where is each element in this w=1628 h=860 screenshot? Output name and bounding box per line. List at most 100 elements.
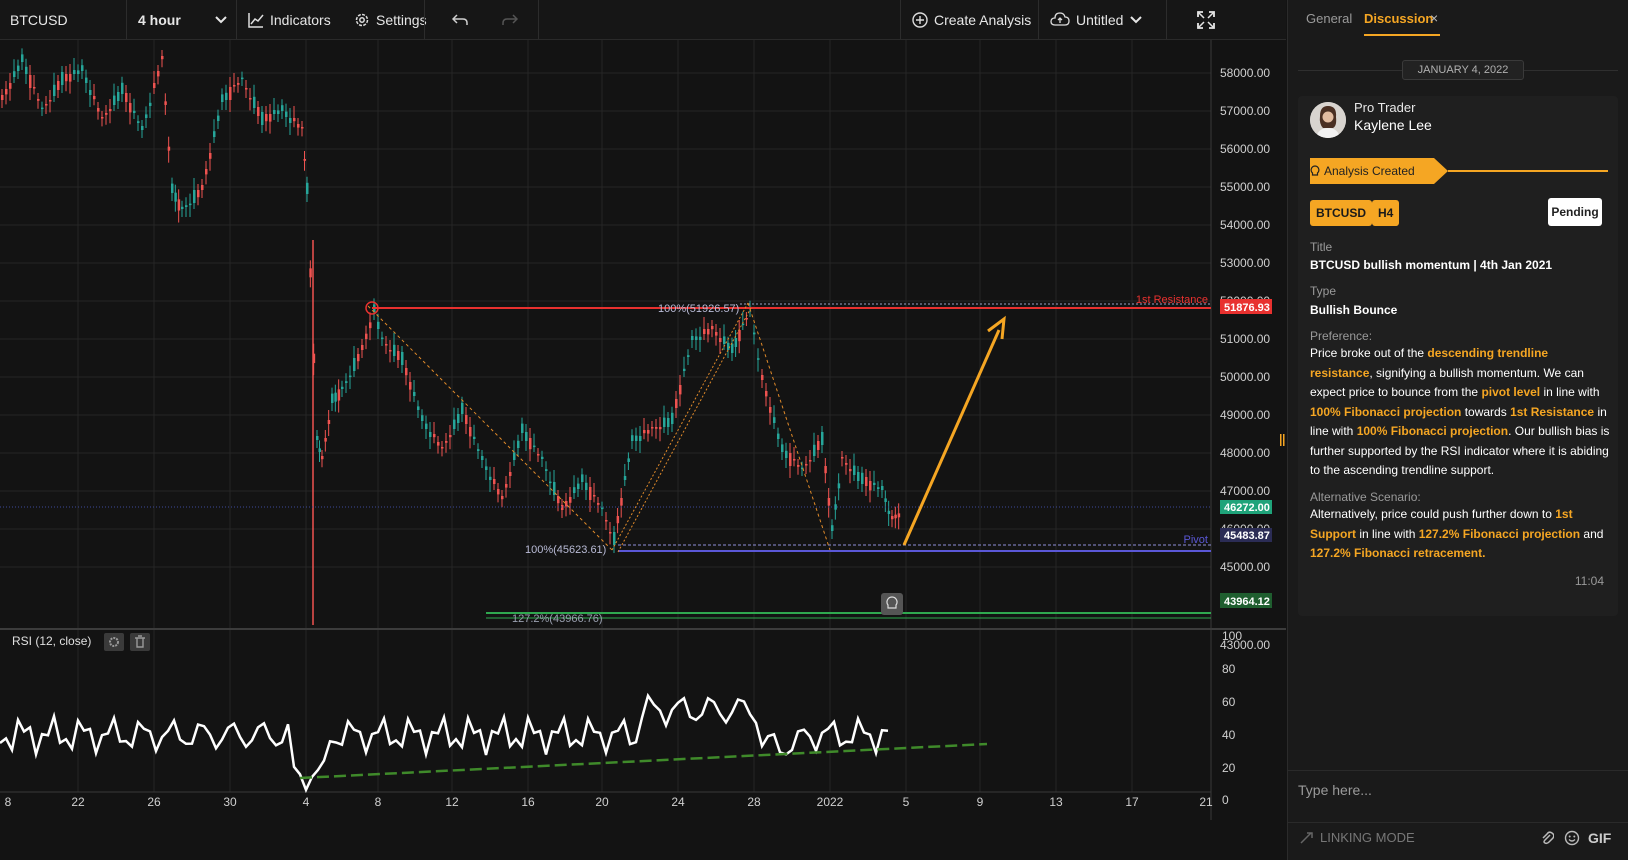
candle-body	[293, 118, 296, 122]
candle-body	[393, 344, 396, 356]
lightbulb-marker[interactable]	[881, 593, 903, 615]
candle-body	[361, 345, 364, 350]
redo-icon[interactable]	[502, 0, 518, 39]
settings-button[interactable]: Settings	[354, 0, 427, 39]
rsi-trendline[interactable]	[299, 742, 988, 780]
layout-selector[interactable]: Untitled	[1050, 0, 1143, 39]
candle-body	[887, 510, 891, 514]
candle-body	[873, 482, 876, 485]
time-axis[interactable]: 8 22 26 30 4 8 12 16 20 24 28 2022 5 9 13 17 21	[5, 795, 1213, 809]
price-axis[interactable]: 58000.00 57000.00 56000.00 55000.00 54000.00…	[1220, 66, 1270, 652]
time-axis-label: 24	[671, 795, 685, 809]
candle-body	[221, 94, 224, 102]
symbol-selector[interactable]: BTCUSD	[10, 0, 68, 39]
date-badge: JANUARY 4, 2022	[1402, 60, 1524, 80]
candle-body	[45, 104, 48, 106]
candle-body	[253, 96, 256, 108]
undo-icon[interactable]	[452, 0, 468, 39]
toolbar-divider	[900, 0, 901, 39]
candle-body	[217, 115, 220, 121]
tab-discussion[interactable]: Discussion	[1364, 11, 1434, 26]
candle-body	[824, 466, 827, 474]
fib-projection-leg1[interactable]	[611, 302, 749, 551]
candle-body	[225, 92, 228, 100]
candle-body	[769, 407, 772, 413]
message-time: 11:04	[1574, 574, 1604, 588]
price-axis-label: 54000.00	[1220, 218, 1270, 232]
candle-body	[509, 472, 512, 476]
event-line	[1448, 170, 1608, 172]
candle-body	[517, 440, 520, 448]
resistance-anchor[interactable]	[365, 301, 379, 315]
candle-body	[849, 469, 852, 472]
rsi-settings-button[interactable]	[104, 633, 124, 651]
chart-svg[interactable]: 1st Resistance 100%(51926.57) Pivot 100%…	[0, 40, 1286, 860]
interval-selector[interactable]: 4 hour	[138, 0, 181, 39]
candle-body	[121, 82, 124, 94]
plus-circle-icon	[912, 11, 928, 28]
fullscreen-icon[interactable]	[1196, 0, 1216, 39]
candle-body	[521, 423, 524, 433]
candle-body	[433, 434, 436, 438]
candle-body	[757, 358, 760, 360]
candle-body	[25, 66, 28, 74]
candle-body	[529, 438, 532, 450]
candle-body	[413, 392, 416, 396]
candle-body	[149, 102, 152, 106]
candle-body	[365, 333, 368, 340]
candle-body	[265, 114, 268, 122]
price-axis-label: 55000.00	[1220, 180, 1270, 194]
candle-body	[401, 352, 404, 365]
candle-body	[405, 368, 408, 376]
candle-body	[817, 441, 820, 450]
interval-label: 4 hour	[138, 11, 181, 28]
candle-body	[861, 472, 864, 484]
candle-body	[233, 85, 236, 87]
candle-body	[105, 113, 108, 115]
avatar[interactable]	[1310, 102, 1346, 138]
candle-body	[1, 95, 4, 100]
indicators-button[interactable]: Indicators	[248, 0, 331, 39]
layout-name: Untitled	[1076, 11, 1124, 28]
candle-body	[711, 326, 714, 330]
attachment-icon[interactable]	[1540, 830, 1555, 849]
tab-general[interactable]: General	[1306, 11, 1353, 26]
chart-canvas[interactable]: 1st Resistance 100%(51926.57) Pivot 100%…	[0, 40, 1286, 860]
candle-body	[569, 497, 572, 503]
gif-button[interactable]: GIF	[1588, 830, 1612, 846]
time-axis-label: 5	[903, 795, 910, 809]
candle-body	[781, 444, 784, 452]
candle-body	[77, 70, 80, 74]
projection-arrow[interactable]	[902, 329, 1001, 546]
price-axis-label: 43000.00	[1220, 638, 1270, 652]
descending-trendline[interactable]	[367, 305, 613, 551]
message-input[interactable]	[1298, 776, 1616, 804]
candle-body	[117, 92, 120, 101]
close-icon[interactable]: ×	[1430, 10, 1439, 26]
candle-body	[312, 353, 316, 364]
candle-body	[164, 101, 167, 105]
linking-mode-toggle[interactable]: LINKING MODE	[1298, 830, 1415, 845]
type-label: Type	[1310, 284, 1337, 298]
candle-body	[605, 520, 608, 522]
candle-body	[485, 466, 488, 470]
toolbar-divider	[424, 0, 425, 39]
emoji-icon[interactable]	[1564, 830, 1580, 849]
status-badge[interactable]: Pending	[1548, 198, 1602, 226]
candle-body	[679, 385, 682, 395]
resize-handle-icon[interactable]	[1280, 434, 1285, 446]
chevron-down-icon[interactable]	[214, 0, 228, 39]
rsi-axis-label: 40	[1222, 728, 1236, 742]
price-axis-label: 50000.00	[1220, 370, 1270, 384]
candle-body	[437, 442, 440, 446]
candle-body	[777, 433, 780, 439]
pivot-price-tag	[1220, 528, 1272, 542]
time-axis-label: 12	[445, 795, 459, 809]
candle-body	[441, 447, 444, 449]
candle-body	[557, 496, 560, 504]
chevron-down-icon	[1130, 15, 1143, 23]
create-analysis-button[interactable]: Create Analysis	[912, 0, 1031, 39]
candle-body	[525, 432, 528, 441]
settings-label: Settings	[376, 11, 427, 28]
fib-projection-leg2[interactable]	[747, 302, 831, 551]
